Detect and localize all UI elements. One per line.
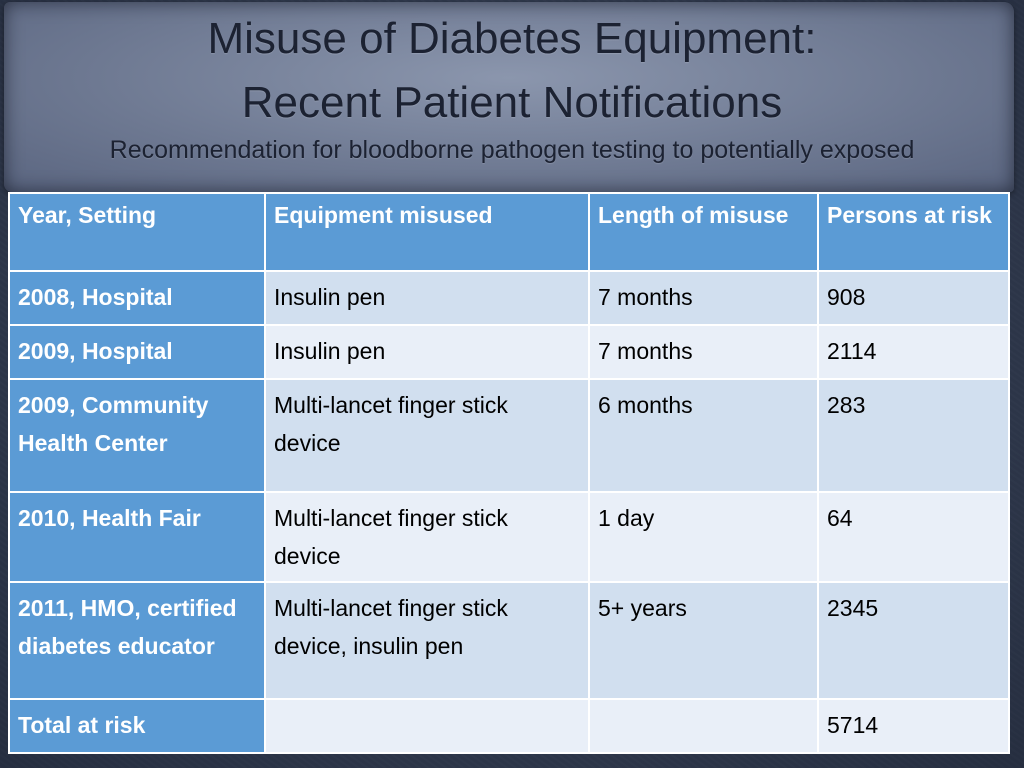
- total-persons: 5714: [817, 698, 1010, 754]
- notifications-table: Year, Setting Equipment misused Length o…: [8, 192, 1010, 754]
- row-length: 6 months: [588, 378, 819, 493]
- total-label: Total at risk: [8, 698, 266, 754]
- row-persons: 2114: [817, 324, 1010, 380]
- row-length: 1 day: [588, 491, 819, 583]
- row-persons: 64: [817, 491, 1010, 583]
- row-persons: 283: [817, 378, 1010, 493]
- row-length: 7 months: [588, 324, 819, 380]
- table-row: 2009, Hospital Insulin pen 7 months 2114: [8, 324, 1010, 380]
- table-row: 2008, Hospital Insulin pen 7 months 908: [8, 270, 1010, 326]
- notifications-table-container: Year, Setting Equipment misused Length o…: [8, 192, 1010, 754]
- row-persons: 908: [817, 270, 1010, 326]
- table-row-total: Total at risk 5714: [8, 698, 1010, 754]
- row-equipment: Insulin pen: [264, 324, 590, 380]
- header-equipment-misused: Equipment misused: [264, 192, 590, 272]
- table-row: 2009, Community Health Center Multi-lanc…: [8, 378, 1010, 493]
- row-persons: 2345: [817, 581, 1010, 700]
- slide-title-line-1: Misuse of Diabetes Equipment:: [207, 14, 817, 63]
- row-length: 5+ years: [588, 581, 819, 700]
- row-year-setting: 2011, HMO, certified diabetes educator: [8, 581, 266, 700]
- title-panel: [4, 2, 1014, 192]
- table-row: 2011, HMO, certified diabetes educator M…: [8, 581, 1010, 700]
- row-equipment: Insulin pen: [264, 270, 590, 326]
- table-row: 2010, Health Fair Multi-lancet finger st…: [8, 491, 1010, 583]
- row-equipment: Multi-lancet finger stick device: [264, 491, 590, 583]
- header-persons-at-risk: Persons at risk: [817, 192, 1010, 272]
- total-equipment-empty: [264, 698, 590, 754]
- row-year-setting: 2009, Community Health Center: [8, 378, 266, 493]
- row-equipment: Multi-lancet finger stick device, insuli…: [264, 581, 590, 700]
- slide-subtitle: Recommendation for bloodborne pathogen t…: [109, 136, 915, 164]
- table-header-row: Year, Setting Equipment misused Length o…: [8, 192, 1010, 272]
- slide-title-line-2: Recent Patient Notifications: [241, 78, 783, 127]
- row-equipment: Multi-lancet finger stick device: [264, 378, 590, 493]
- row-year-setting: 2010, Health Fair: [8, 491, 266, 583]
- header-year-setting: Year, Setting: [8, 192, 266, 272]
- header-length-of-misuse: Length of misuse: [588, 192, 819, 272]
- row-year-setting: 2008, Hospital: [8, 270, 266, 326]
- row-length: 7 months: [588, 270, 819, 326]
- row-year-setting: 2009, Hospital: [8, 324, 266, 380]
- total-length-empty: [588, 698, 819, 754]
